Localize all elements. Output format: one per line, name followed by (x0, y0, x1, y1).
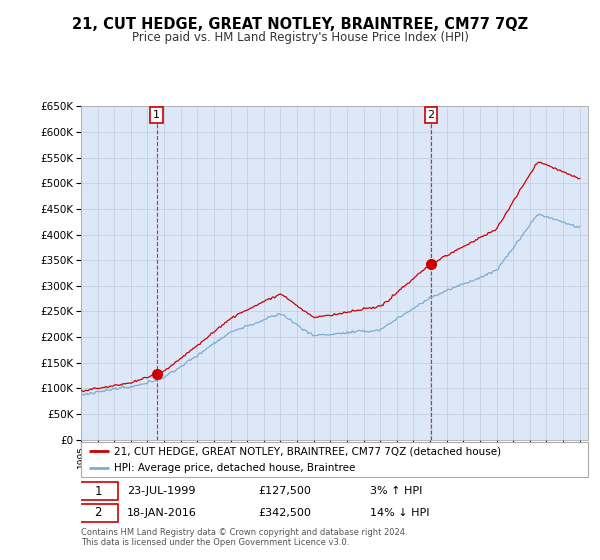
Text: 21, CUT HEDGE, GREAT NOTLEY, BRAINTREE, CM77 7QZ: 21, CUT HEDGE, GREAT NOTLEY, BRAINTREE, … (72, 17, 528, 32)
Text: 2: 2 (94, 506, 102, 519)
Text: 2: 2 (427, 110, 434, 120)
Text: 1: 1 (94, 485, 102, 498)
Text: 3% ↑ HPI: 3% ↑ HPI (370, 486, 422, 496)
Text: 18-JAN-2016: 18-JAN-2016 (127, 508, 197, 518)
Text: HPI: Average price, detached house, Braintree: HPI: Average price, detached house, Brai… (114, 464, 355, 473)
Text: £127,500: £127,500 (259, 486, 311, 496)
Text: 23-JUL-1999: 23-JUL-1999 (127, 486, 195, 496)
Text: 14% ↓ HPI: 14% ↓ HPI (370, 508, 430, 518)
Text: £342,500: £342,500 (259, 508, 311, 518)
FancyBboxPatch shape (81, 442, 588, 477)
FancyBboxPatch shape (79, 503, 118, 522)
Text: Price paid vs. HM Land Registry's House Price Index (HPI): Price paid vs. HM Land Registry's House … (131, 31, 469, 44)
FancyBboxPatch shape (79, 482, 118, 501)
Text: Contains HM Land Registry data © Crown copyright and database right 2024.
This d: Contains HM Land Registry data © Crown c… (81, 528, 407, 547)
Text: 1: 1 (153, 110, 160, 120)
Text: 21, CUT HEDGE, GREAT NOTLEY, BRAINTREE, CM77 7QZ (detached house): 21, CUT HEDGE, GREAT NOTLEY, BRAINTREE, … (114, 446, 501, 456)
